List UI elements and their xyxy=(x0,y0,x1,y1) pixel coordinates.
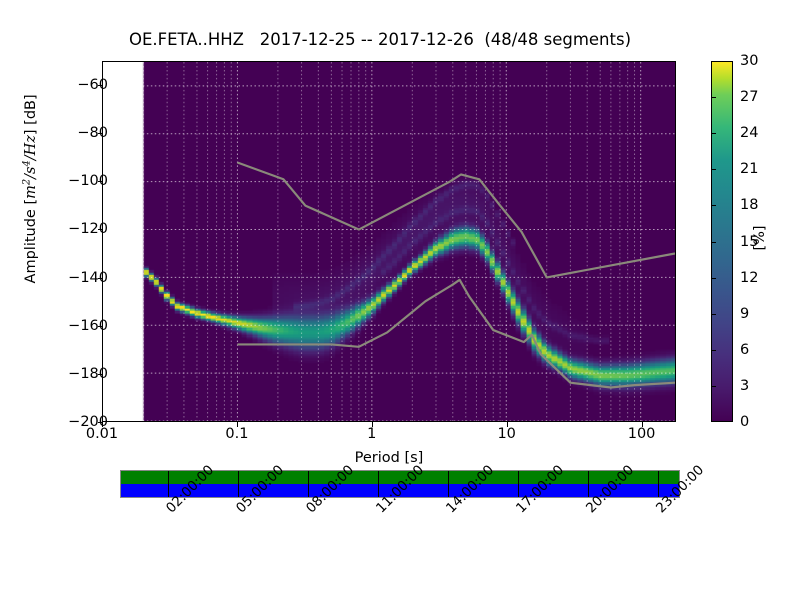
x-tick-mark-4 xyxy=(641,422,643,427)
y-tick-mark-0 xyxy=(98,85,103,87)
y-tick-label-6: −180 xyxy=(68,365,108,382)
colorbar-tick-mark-5 xyxy=(711,241,716,243)
y-axis-label-s: /s xyxy=(22,166,39,179)
x-tick-mark-1 xyxy=(236,422,238,427)
colorbar-tick-mark-2 xyxy=(711,133,716,135)
x-tick-label-3: 10 xyxy=(497,426,516,442)
y-axis-label-prefix: Amplitude [ xyxy=(22,198,39,284)
colorbar-tick-label-10: 0 xyxy=(740,414,750,430)
y-tick-label-4: −140 xyxy=(68,269,108,286)
timeline-divider-5 xyxy=(517,471,519,497)
colorbar-tick-mark-1 xyxy=(711,97,716,99)
colorbar-tick-mark-8 xyxy=(711,349,716,351)
timeline-divider-4 xyxy=(447,471,449,497)
y-axis-label: Amplitude [m2/s4/Hz] [dB] xyxy=(21,9,39,369)
x-tick-mark-3 xyxy=(506,422,508,427)
colorbar-tick-label-7: 9 xyxy=(740,305,750,322)
y-tick-label-0: −60 xyxy=(77,77,108,94)
y-tick-mark-7 xyxy=(98,422,103,423)
y-axis-label-m: m xyxy=(22,185,39,199)
y-axis-label-hz: /Hz xyxy=(22,135,39,161)
x-tick-label-1: 0.1 xyxy=(225,426,249,442)
ppsd-plot-area[interactable] xyxy=(102,61,676,422)
colorbar-tick-label-3: 21 xyxy=(740,161,759,178)
x-tick-label-2: 1 xyxy=(367,426,377,442)
colorbar-tick-label-1: 27 xyxy=(740,89,759,106)
x-tick-mark-0 xyxy=(102,422,103,427)
colorbar-tick-label-8: 6 xyxy=(740,341,750,358)
y-tick-label-7: −200 xyxy=(68,414,108,430)
y-axis-label-exp4: 4 xyxy=(21,160,33,167)
x-tick-mark-2 xyxy=(371,422,373,427)
timeline-divider-1 xyxy=(237,471,239,497)
coverage-timeline[interactable] xyxy=(120,470,680,498)
y-tick-label-5: −160 xyxy=(68,317,108,334)
timeline-green-band xyxy=(121,471,679,484)
x-tick-label-0: 0.01 xyxy=(85,426,119,442)
colorbar-tick-mark-7 xyxy=(711,313,716,315)
timeline-divider-6 xyxy=(587,471,589,497)
colorbar-tick-label-0: 30 xyxy=(740,53,759,69)
colorbar-tick-mark-3 xyxy=(711,169,716,171)
y-tick-mark-4 xyxy=(98,277,103,279)
y-tick-mark-5 xyxy=(98,325,103,327)
colorbar-tick-label-4: 18 xyxy=(740,197,759,214)
colorbar-tick-mark-4 xyxy=(711,205,716,207)
timeline-divider-2 xyxy=(307,471,309,497)
timeline-blue-band xyxy=(121,484,679,497)
ppsd-density-canvas xyxy=(103,62,675,421)
timeline-divider-0 xyxy=(167,471,169,497)
colorbar-tick-mark-9 xyxy=(711,385,716,387)
colorbar-tick-mark-6 xyxy=(711,277,716,279)
y-axis-label-exp2: 2 xyxy=(21,178,33,186)
colorbar-tick-label-2: 24 xyxy=(740,125,759,142)
timeline-divider-7 xyxy=(657,471,659,497)
timeline-divider-3 xyxy=(377,471,379,497)
y-tick-mark-3 xyxy=(98,229,103,231)
y-tick-label-3: −120 xyxy=(68,221,108,238)
y-tick-mark-6 xyxy=(98,373,103,375)
colorbar-tick-label-5: 15 xyxy=(740,233,759,250)
ppsd-heatmap xyxy=(103,62,675,421)
page-title: OE.FETA..HHZ 2017-12-25 -- 2017-12-26 (4… xyxy=(128,30,632,49)
y-tick-label-2: −100 xyxy=(68,173,108,190)
colorbar-tick-label-6: 12 xyxy=(740,269,759,286)
y-tick-mark-2 xyxy=(98,181,103,183)
colorbar-tick-label-9: 3 xyxy=(740,377,750,394)
y-axis-label-suffix: ] [dB] xyxy=(22,94,39,136)
y-tick-label-1: −80 xyxy=(77,125,108,142)
y-tick-mark-1 xyxy=(98,133,103,135)
x-axis-label: Period [s] xyxy=(354,450,424,466)
x-tick-label-4: 100 xyxy=(627,426,656,442)
